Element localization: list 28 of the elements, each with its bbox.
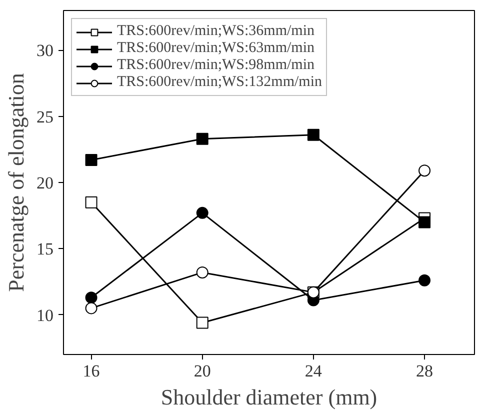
y-tick-label: 25 xyxy=(36,107,54,126)
point xyxy=(418,274,431,286)
y-tick-label: 10 xyxy=(36,306,54,325)
point xyxy=(307,128,320,141)
point xyxy=(196,316,208,329)
y-axis-title: Percenatge of elongation xyxy=(4,73,28,292)
y-tick-label: 20 xyxy=(36,174,54,192)
point xyxy=(307,286,320,298)
point xyxy=(85,292,98,304)
legend-label: TRS:600rev/min;WS:98mm/min xyxy=(117,57,315,74)
point xyxy=(85,154,98,166)
point xyxy=(196,132,208,145)
x-tick-label: 20 xyxy=(194,362,211,380)
point xyxy=(196,206,208,219)
x-tick-label: 24 xyxy=(304,362,322,380)
x-axis-title: Shoulder diameter (mm) xyxy=(160,384,378,410)
point xyxy=(85,196,98,208)
x-tick-label: 16 xyxy=(82,362,100,380)
y-tick-label: 30 xyxy=(36,41,54,60)
point xyxy=(418,164,431,177)
x-tick-label: 28 xyxy=(416,362,434,380)
legend-label: TRS:600rev/min;WS:63mm/min xyxy=(117,40,315,57)
legend-label: TRS:600rev/min;WS:36mm/min xyxy=(117,23,315,40)
legend-label: TRS:600rev/min;WS:132mm/min xyxy=(117,74,322,91)
y-tick-label: 15 xyxy=(36,240,54,259)
point xyxy=(418,216,431,228)
point xyxy=(196,266,208,278)
point xyxy=(85,302,98,314)
